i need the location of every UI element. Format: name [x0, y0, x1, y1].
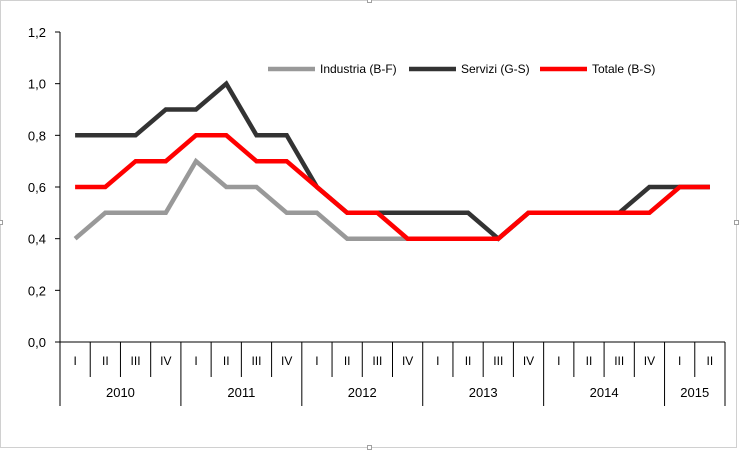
- year-label: 2015: [680, 385, 709, 400]
- quarter-label: II: [586, 354, 593, 368]
- quarter-label: III: [614, 354, 624, 368]
- quarter-label: I: [678, 354, 681, 368]
- y-tick-label: 0,6: [28, 180, 46, 195]
- quarter-label: I: [557, 354, 560, 368]
- y-tick-label: 0,8: [28, 128, 46, 143]
- quarter-label: I: [436, 354, 439, 368]
- quarter-label: II: [223, 354, 230, 368]
- y-tick-label: 0,2: [28, 283, 46, 298]
- resize-handle-left[interactable]: [0, 220, 3, 225]
- quarter-label: I: [315, 354, 318, 368]
- legend: Industria (B-F) Servizi (G-S) Totale (B-S): [268, 62, 655, 76]
- quarter-label: III: [493, 354, 503, 368]
- quarter-label: II: [465, 354, 472, 368]
- quarter-label: IV: [160, 354, 171, 368]
- quarter-label: I: [73, 354, 76, 368]
- series-lines: [73, 80, 710, 242]
- series-line-servizi-g-s: [75, 80, 710, 242]
- year-label: 2013: [469, 385, 498, 400]
- resize-handle-top[interactable]: [367, 0, 372, 3]
- series-line-totale-b-s: [75, 133, 710, 241]
- y-tick-label: 1,0: [28, 77, 46, 92]
- y-axis: 0,0 0,2 0,4 0,6 0,8 1,0 1,2: [28, 25, 61, 350]
- quarter-label: IV: [281, 354, 292, 368]
- y-tick-label: 0,4: [28, 232, 46, 247]
- quarter-label: II: [344, 354, 351, 368]
- year-label: 2012: [348, 385, 377, 400]
- quarter-label: I: [194, 354, 197, 368]
- quarter-label: III: [251, 354, 261, 368]
- legend-label: Totale (B-S): [592, 62, 655, 76]
- quarter-label: IV: [644, 354, 655, 368]
- legend-label: Industria (B-F): [320, 62, 397, 76]
- quarter-label: IV: [402, 354, 413, 368]
- year-label: 2011: [227, 385, 255, 400]
- year-label: 2010: [106, 385, 135, 400]
- quarter-label: III: [131, 354, 141, 368]
- year-label: 2014: [590, 385, 619, 400]
- x-axis: I II III IV I II III IV I II III IV I II III IV I II III IV…: [59, 341, 726, 406]
- quarter-label: II: [102, 354, 109, 368]
- quarter-label: III: [372, 354, 382, 368]
- y-tick-label: 0,0: [28, 335, 46, 350]
- quarter-label: II: [707, 354, 714, 368]
- quarter-label: IV: [523, 354, 534, 368]
- legend-label: Servizi (G-S): [461, 62, 530, 76]
- y-tick-label: 1,2: [28, 25, 46, 40]
